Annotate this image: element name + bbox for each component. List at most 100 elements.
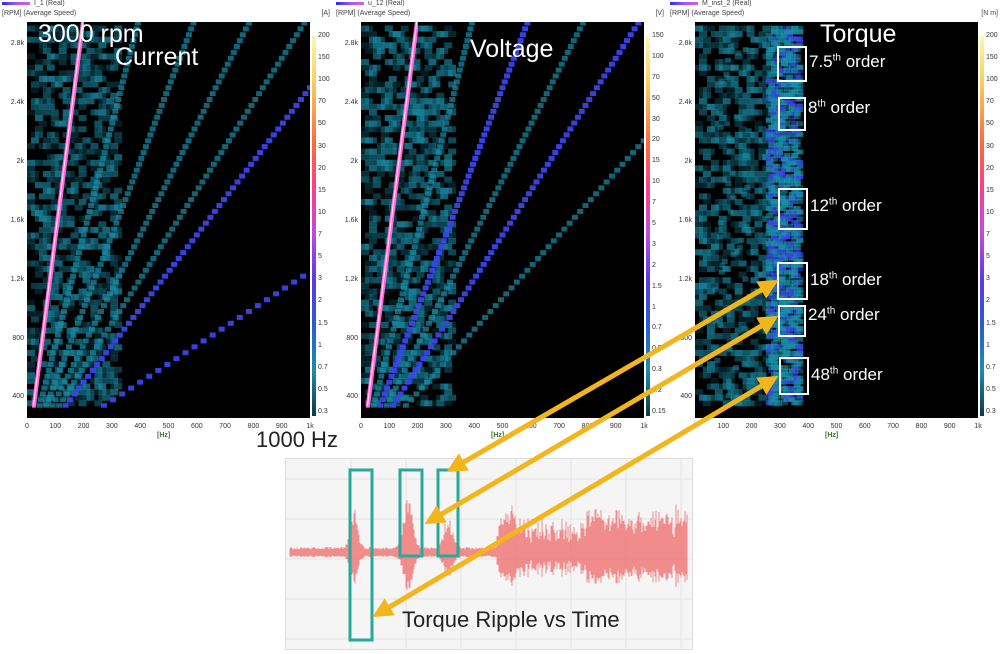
x-tick-label: 200	[77, 423, 90, 430]
noise-cell	[368, 310, 377, 317]
noise-cell	[726, 243, 735, 250]
noise-cell	[114, 266, 123, 273]
order-mark	[229, 132, 236, 138]
noise-cell	[384, 271, 393, 278]
noise-cell	[34, 98, 43, 105]
band-cell	[793, 188, 801, 194]
band-cell	[765, 128, 773, 134]
noise-cell	[420, 226, 429, 233]
order-mark	[266, 138, 273, 144]
noise-cell	[746, 87, 755, 94]
order-mark	[236, 38, 243, 44]
noise-cell	[698, 109, 707, 116]
noise-cell	[384, 187, 393, 194]
band-cell	[793, 177, 801, 183]
order-mark	[454, 303, 461, 309]
order-mark	[163, 91, 170, 97]
noise-cell	[368, 294, 377, 301]
noise-cell	[424, 260, 433, 267]
noise-cell	[46, 87, 55, 94]
order-mark	[170, 73, 177, 79]
noise-cell	[404, 120, 413, 127]
noise-cell	[436, 299, 445, 306]
x-tick-label: 500	[162, 423, 175, 430]
noise-cell	[361, 243, 369, 250]
noise-cell	[58, 120, 67, 127]
noise-cell	[730, 92, 739, 99]
noise-cell	[420, 266, 429, 273]
band-cell	[786, 71, 794, 77]
order-mark	[567, 126, 574, 132]
noise-cell	[361, 372, 369, 379]
noise-cell	[718, 64, 727, 71]
noise-cell	[27, 198, 35, 205]
order-mark	[571, 120, 578, 126]
order-mark	[474, 226, 481, 232]
noise-cell	[698, 238, 707, 245]
order-mark	[89, 197, 96, 203]
order-mark	[58, 385, 65, 391]
noise-cell	[384, 210, 393, 217]
order-mark	[155, 197, 162, 203]
noise-cell	[34, 64, 43, 71]
x-tick-label: 100	[383, 423, 396, 430]
noise-cell	[94, 159, 103, 166]
noise-cell	[448, 338, 457, 345]
noise-cell	[444, 389, 453, 396]
spectrum-plot[interactable]	[361, 22, 644, 418]
order-mark	[218, 150, 225, 156]
noise-cell	[698, 42, 707, 49]
order-mark	[93, 273, 100, 279]
noise-cell	[34, 260, 43, 267]
band-cell	[793, 273, 801, 279]
band-cell	[796, 287, 804, 293]
noise-cell	[710, 159, 719, 166]
noise-cell	[698, 53, 707, 60]
spectrum-plot[interactable]	[27, 22, 310, 418]
order-mark	[428, 179, 435, 185]
band-cell	[791, 357, 799, 363]
order-mark	[207, 167, 214, 173]
noise-cell	[380, 198, 389, 205]
band-cell	[770, 64, 778, 70]
band-cell	[788, 336, 796, 342]
noise-cell	[114, 322, 123, 329]
noise-cell	[436, 271, 445, 278]
order-mark	[128, 385, 135, 391]
colorbar-tick-label: 50	[652, 94, 660, 102]
noise-cell	[428, 120, 437, 127]
noise-cell	[94, 377, 103, 384]
noise-cell	[66, 215, 75, 222]
band-cell	[773, 202, 781, 208]
noise-cell	[364, 120, 373, 127]
heatmap-svg	[695, 25, 978, 418]
order-mark	[387, 338, 394, 344]
noise-cell	[78, 215, 87, 222]
noise-cell	[46, 98, 55, 105]
noise-cell	[66, 170, 75, 177]
noise-cell	[428, 143, 437, 150]
noise-cell	[702, 282, 711, 289]
order-line-4	[31, 22, 85, 416]
noise-cell	[730, 64, 739, 71]
colorbar	[980, 36, 984, 416]
band-cell	[770, 128, 778, 134]
noise-cell	[416, 193, 425, 200]
order-mark	[170, 167, 177, 173]
noise-cell	[440, 394, 449, 401]
order-mark	[252, 155, 259, 161]
noise-cell	[392, 159, 401, 166]
order-mark	[431, 261, 438, 267]
noise-cell	[416, 159, 425, 166]
order-mark	[401, 367, 408, 373]
noise-cell	[448, 182, 457, 189]
colorbar-tick-label: 7	[652, 199, 656, 207]
noise-cell	[74, 204, 83, 211]
noise-cell	[695, 210, 703, 217]
noise-cell	[420, 70, 429, 77]
noise-cell	[404, 159, 413, 166]
noise-cell	[762, 271, 771, 278]
band-cell	[786, 329, 794, 335]
spectrum-plot[interactable]	[695, 22, 978, 418]
order-mark	[544, 161, 551, 167]
